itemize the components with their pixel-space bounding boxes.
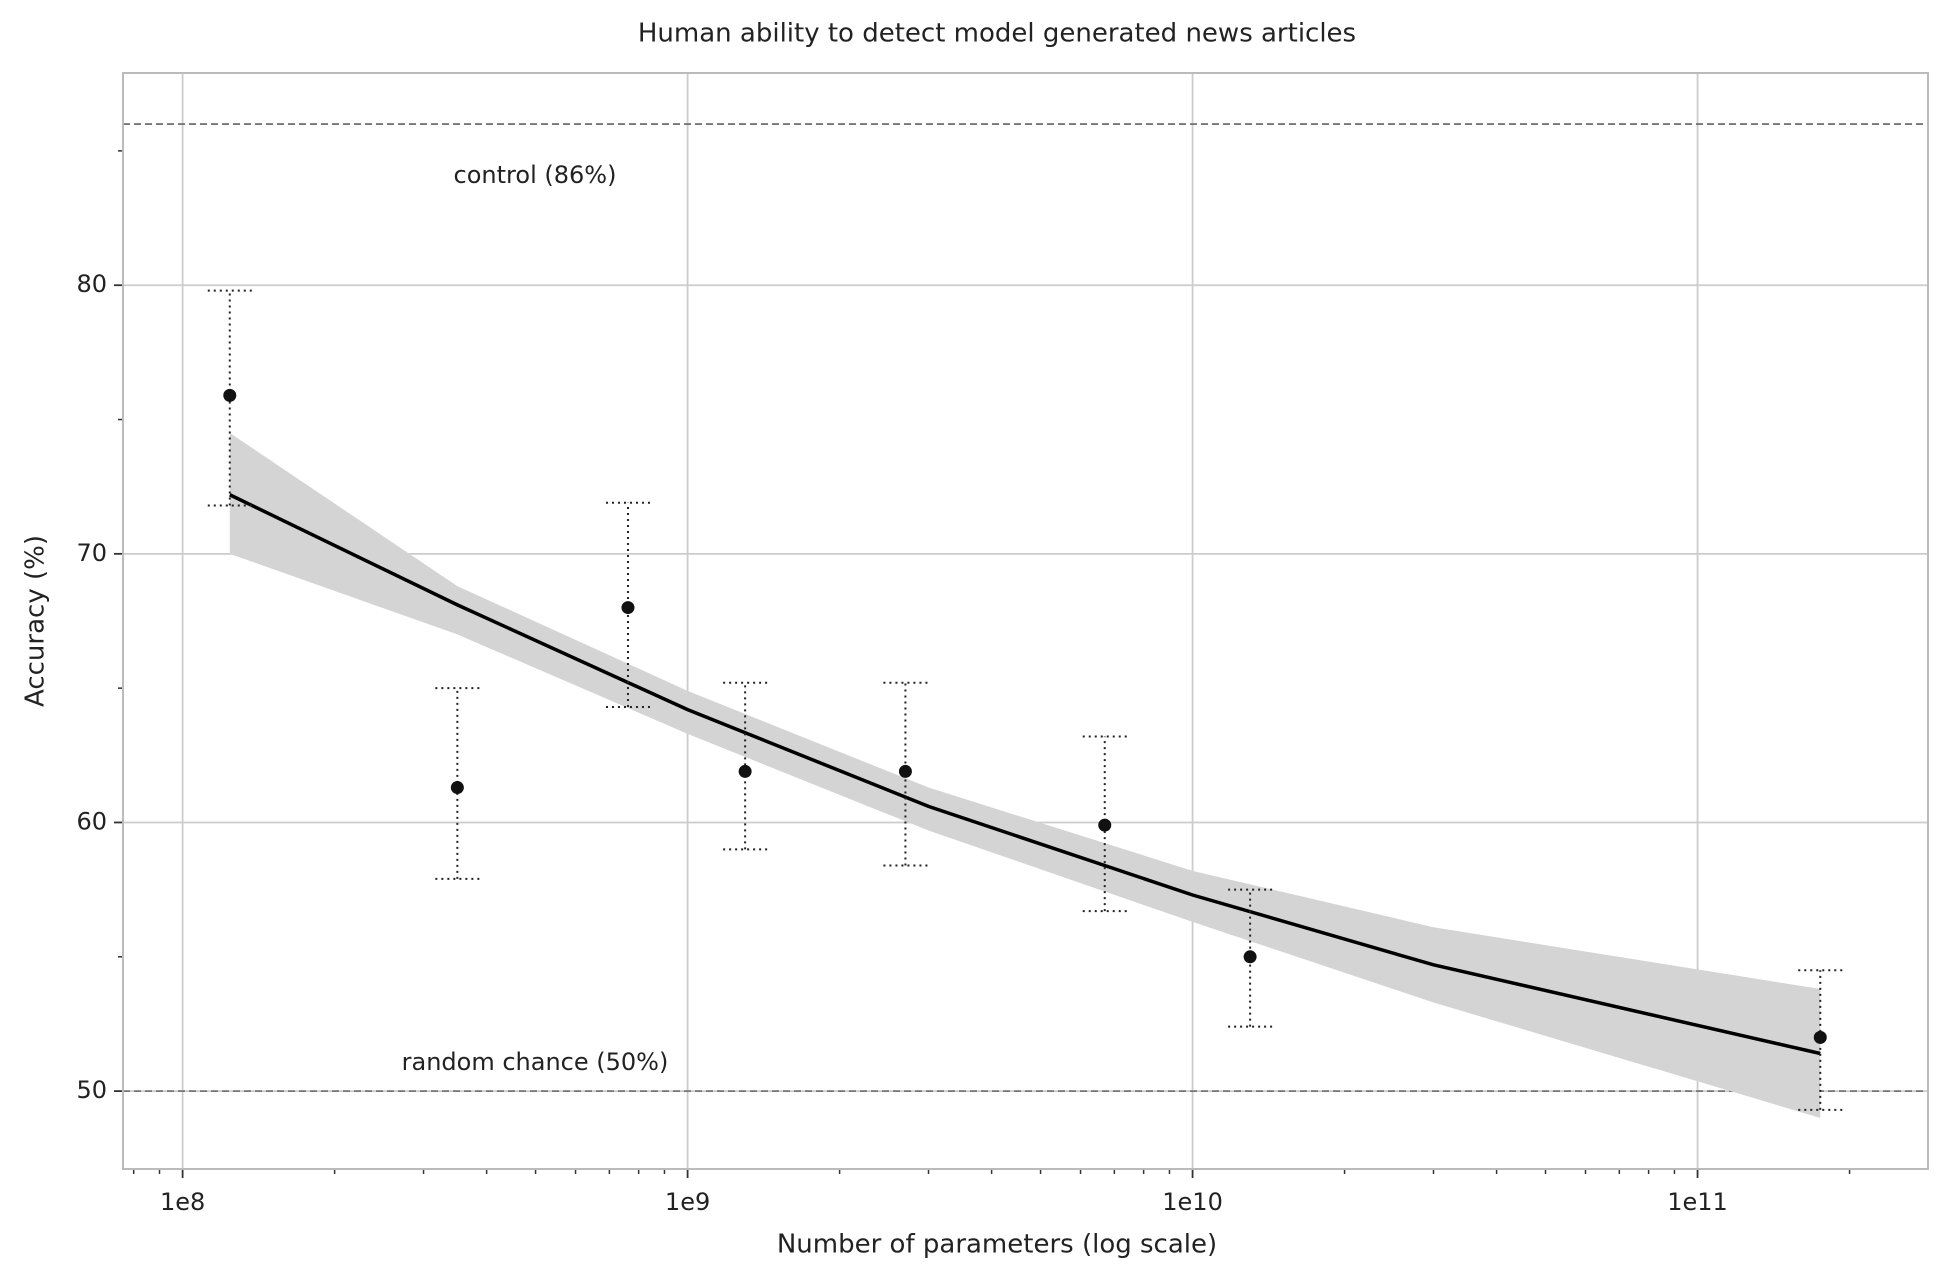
confidence-band [229, 432, 1821, 1118]
data-point [223, 388, 237, 402]
x-axis-label: Number of parameters (log scale) [777, 1230, 1217, 1260]
x-tick-label: 1e11 [1667, 1188, 1728, 1216]
data-point [1813, 1030, 1827, 1044]
plot-frame [122, 72, 1929, 1170]
y-tick-label: 80 [76, 270, 107, 298]
reference-label: random chance (50%) [402, 1048, 669, 1076]
data-point [1243, 950, 1257, 964]
y-axis-label: Accuracy (%) [21, 535, 51, 707]
fit-line [229, 493, 1821, 1056]
data-point [621, 601, 635, 615]
data-point [1098, 818, 1112, 832]
y-tick-label: 60 [76, 807, 107, 835]
x-tick-label: 1e8 [160, 1188, 205, 1216]
chart-title: Human ability to detect model generated … [638, 19, 1356, 49]
reference-label: control (86%) [454, 161, 617, 189]
y-tick-label: 70 [76, 539, 107, 567]
x-tick-label: 1e9 [665, 1188, 710, 1216]
data-point [898, 764, 912, 778]
data-point [450, 781, 464, 795]
data-point [738, 764, 752, 778]
y-tick-label: 50 [76, 1076, 107, 1104]
x-tick-label: 1e10 [1162, 1188, 1223, 1216]
